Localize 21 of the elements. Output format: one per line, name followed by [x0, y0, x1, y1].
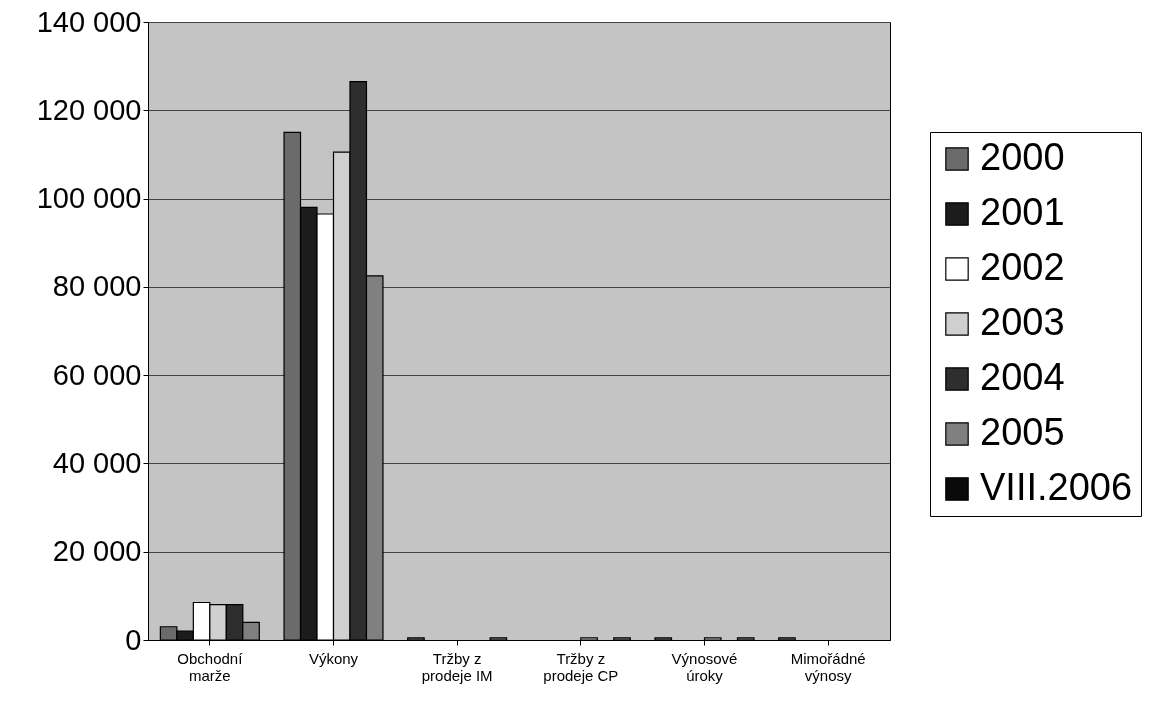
x-tick-label: Výnosové úroky — [671, 649, 738, 684]
legend-label: 2000 — [980, 136, 1065, 178]
y-tick-label: 100 000 — [36, 182, 142, 215]
x-tick-label: Tržby z prodeje CP — [543, 649, 619, 684]
x-tick-label: Výkony — [308, 649, 359, 667]
legend-label: VIII.2006 — [980, 466, 1133, 508]
y-tick-label: 80 000 — [52, 270, 142, 303]
legend-label: 2005 — [980, 411, 1065, 453]
y-tick-label: 140 000 — [36, 5, 142, 38]
x-tick-label: Tržby z prodeje IM — [421, 649, 493, 684]
y-tick-label: 60 000 — [52, 358, 142, 391]
legend-label: 2002 — [980, 246, 1065, 288]
y-tick-label: 0 — [125, 623, 142, 656]
legend-label: 2004 — [980, 356, 1065, 398]
x-tick-label: Mimořádné výnosy — [790, 649, 866, 684]
y-tick-label: 120 000 — [36, 93, 142, 126]
legend-label: 2003 — [980, 301, 1065, 343]
x-tick-label: Obchodní marže — [177, 649, 244, 684]
legend-label: 2001 — [980, 191, 1065, 233]
y-tick-label: 40 000 — [52, 446, 142, 479]
y-tick-label: 20 000 — [52, 535, 142, 568]
